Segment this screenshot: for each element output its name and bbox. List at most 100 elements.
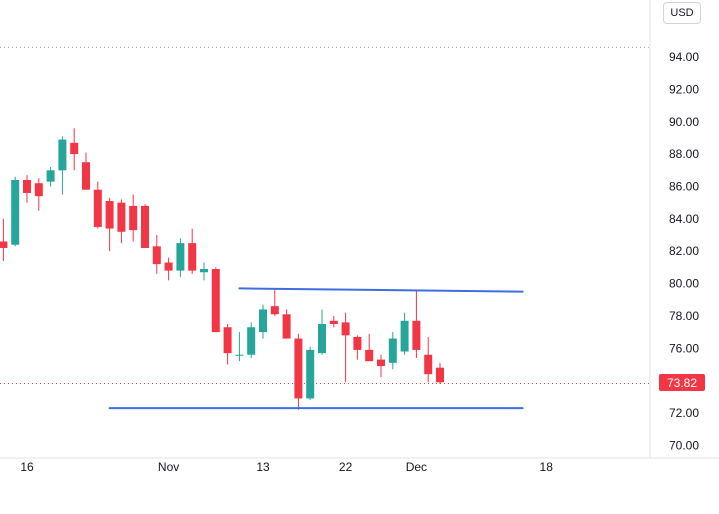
price-tick-label: 92.00 bbox=[669, 82, 699, 96]
candle[interactable] bbox=[259, 304, 267, 339]
candle-body bbox=[412, 320, 421, 350]
candle[interactable] bbox=[318, 309, 326, 355]
candle-body bbox=[424, 354, 433, 375]
candle-body bbox=[211, 268, 220, 333]
candle-body bbox=[46, 170, 55, 182]
candle-body bbox=[388, 338, 397, 363]
candle-body bbox=[70, 142, 79, 155]
candle[interactable] bbox=[377, 354, 385, 378]
candle-body bbox=[294, 338, 303, 399]
candle-body bbox=[341, 322, 350, 336]
candle[interactable] bbox=[365, 333, 374, 362]
candle[interactable] bbox=[247, 322, 256, 358]
candle-body bbox=[200, 268, 208, 273]
candle[interactable] bbox=[34, 178, 43, 211]
candle[interactable] bbox=[176, 238, 185, 278]
time-tick-label: Nov bbox=[158, 460, 179, 474]
price-tick-label: 82.00 bbox=[669, 244, 699, 258]
candle-body bbox=[117, 202, 126, 232]
trendline-resistance[interactable] bbox=[238, 287, 524, 293]
candle-body bbox=[247, 327, 256, 355]
candle[interactable] bbox=[70, 128, 79, 171]
candle[interactable] bbox=[105, 197, 114, 252]
currency-button[interactable]: USD bbox=[663, 2, 701, 24]
candle-body bbox=[377, 359, 385, 367]
time-tick-label: Dec bbox=[406, 460, 427, 474]
price-tick-label: 86.00 bbox=[669, 179, 699, 193]
price-tick-label: 72.00 bbox=[669, 406, 699, 420]
candle-body bbox=[129, 205, 138, 231]
candle-body bbox=[318, 324, 326, 354]
candle[interactable] bbox=[353, 335, 362, 360]
candle[interactable] bbox=[329, 315, 338, 328]
candle[interactable] bbox=[93, 181, 102, 229]
candle-body bbox=[82, 162, 90, 190]
candle-body bbox=[141, 205, 149, 248]
candle[interactable] bbox=[0, 218, 8, 261]
candle-body bbox=[34, 183, 43, 197]
candle-body bbox=[270, 306, 279, 315]
candle[interactable] bbox=[23, 175, 31, 203]
price-tick-label: 70.00 bbox=[669, 438, 699, 452]
candle[interactable] bbox=[200, 262, 208, 281]
candle[interactable] bbox=[235, 332, 244, 362]
time-tick-label: 16 bbox=[20, 460, 34, 474]
candle-body bbox=[329, 320, 338, 325]
candle-body bbox=[365, 349, 374, 362]
candle[interactable] bbox=[294, 333, 303, 410]
candle-body bbox=[235, 354, 244, 356]
reference-lines bbox=[0, 46, 650, 385]
candle[interactable] bbox=[164, 257, 173, 281]
candle-body bbox=[11, 180, 20, 245]
time-tick-label: 13 bbox=[256, 460, 270, 474]
candle-body bbox=[0, 241, 8, 248]
price-tick-label: 78.00 bbox=[669, 309, 699, 323]
candle[interactable] bbox=[223, 324, 232, 365]
candle[interactable] bbox=[152, 235, 161, 274]
price-tick-label: 76.00 bbox=[669, 341, 699, 355]
candle-body bbox=[93, 189, 102, 227]
candle[interactable] bbox=[211, 267, 220, 333]
candle-body bbox=[436, 367, 444, 383]
time-tick-label: 22 bbox=[339, 460, 353, 474]
price-tick-label: 80.00 bbox=[669, 277, 699, 291]
trendlines[interactable] bbox=[108, 287, 524, 410]
candle[interactable] bbox=[46, 167, 55, 187]
time-axis[interactable]: 16 Nov 13 22 Dec 18 bbox=[20, 460, 553, 474]
candle[interactable] bbox=[58, 136, 67, 195]
candle[interactable] bbox=[82, 152, 90, 190]
candle[interactable] bbox=[412, 290, 421, 358]
price-axis[interactable]: 94.00 92.00 90.00 88.00 86.00 84.00 82.00 80.00… bbox=[669, 50, 699, 452]
price-tick-label: 90.00 bbox=[669, 115, 699, 129]
candle[interactable] bbox=[424, 336, 433, 383]
candle[interactable] bbox=[436, 362, 444, 384]
candle-body bbox=[306, 349, 315, 399]
candle-body bbox=[259, 309, 267, 333]
candle-body bbox=[164, 262, 173, 271]
price-tick-label: 84.00 bbox=[669, 212, 699, 226]
time-tick-label: 18 bbox=[540, 460, 554, 474]
price-tick-label: 94.00 bbox=[669, 50, 699, 64]
candle[interactable] bbox=[11, 176, 20, 247]
candle[interactable] bbox=[129, 194, 138, 242]
candle-body bbox=[23, 180, 31, 193]
candle[interactable] bbox=[400, 312, 409, 355]
candle[interactable] bbox=[388, 332, 397, 370]
candle-body bbox=[58, 139, 67, 171]
candle-body bbox=[223, 327, 232, 354]
candle[interactable] bbox=[282, 309, 291, 339]
candle[interactable] bbox=[117, 199, 126, 244]
candle-body bbox=[152, 246, 161, 265]
candle[interactable] bbox=[188, 228, 197, 274]
candle[interactable] bbox=[141, 204, 149, 248]
candle[interactable] bbox=[270, 290, 279, 316]
last-price-label: 73.82 bbox=[659, 374, 705, 391]
candle[interactable] bbox=[341, 312, 350, 383]
price-tick-label: 88.00 bbox=[669, 147, 699, 161]
candle[interactable] bbox=[306, 346, 315, 401]
candle-body bbox=[105, 201, 114, 229]
candle-body bbox=[188, 243, 197, 271]
candles[interactable] bbox=[0, 128, 444, 410]
candle-body bbox=[176, 243, 185, 271]
